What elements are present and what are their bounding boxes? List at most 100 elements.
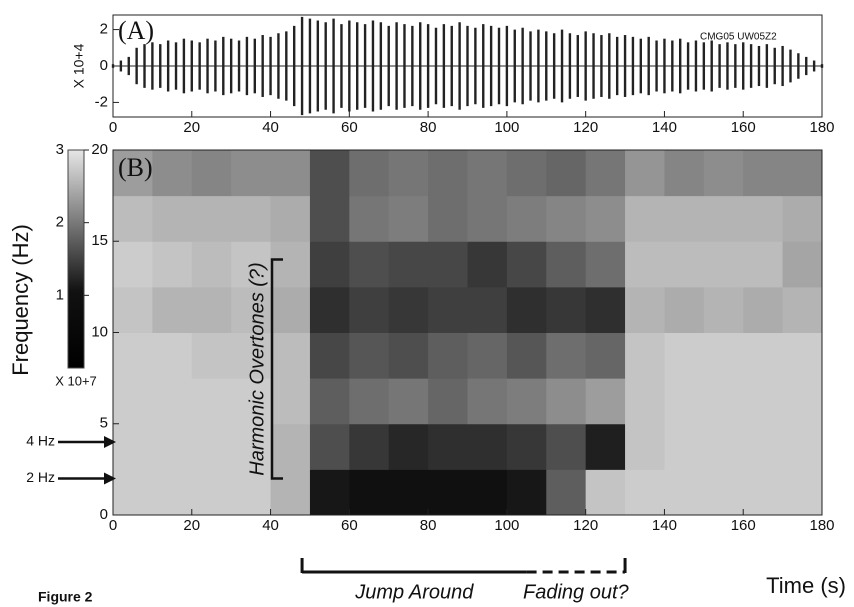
spectrogram-cell (428, 378, 468, 425)
spectrogram-cell (664, 332, 705, 379)
spectrogram-cell (703, 469, 744, 516)
spectrogram-cell (113, 241, 153, 288)
spectrogram-cell (782, 195, 823, 242)
spectrogram-cell (782, 378, 823, 425)
colorbar-tick-label: 1 (56, 286, 64, 303)
spectrogram-cell (625, 469, 665, 516)
spectrogram-cell (152, 150, 193, 197)
spectrogram-cell (585, 286, 626, 333)
spectrogram-cell (546, 378, 587, 425)
spectrogram-cell (546, 150, 587, 197)
spectrogram-cell (388, 195, 429, 242)
spectrogram-cell (388, 332, 429, 379)
x-tick-label: 180 (809, 517, 834, 534)
x-axis-label: Time (s) (766, 573, 846, 598)
y-axis-label: X 10+4 (71, 43, 87, 88)
colorbar-tick-label: 3 (56, 141, 64, 158)
spectrogram-cell (152, 378, 193, 425)
spectrogram-cell (349, 286, 390, 333)
spectrogram-cell (309, 195, 350, 242)
spectrogram-cell (152, 423, 193, 470)
spectrogram-cell (152, 195, 193, 242)
x-tick-label: 40 (262, 119, 279, 136)
spectrogram-cell (388, 150, 429, 197)
x-tick-label: 180 (809, 119, 834, 136)
x-tick-label: 20 (183, 119, 200, 136)
spectrogram-cell (349, 241, 390, 288)
station-label: CMG05 UW05Z2 (700, 32, 777, 43)
spectrogram-cell (585, 469, 626, 516)
spectrogram-cell (782, 286, 823, 333)
spectrogram-cell (349, 378, 390, 425)
spectrogram-cell (782, 469, 823, 516)
spectrogram-cell (743, 241, 784, 288)
spectrogram-cell (152, 286, 193, 333)
spectrogram-cell (585, 378, 626, 425)
arrow-head (104, 472, 116, 485)
spectrogram-cell (428, 195, 468, 242)
spectrogram-cell (625, 195, 665, 242)
spectrogram-cell (546, 332, 587, 379)
spectrogram-cell (467, 195, 508, 242)
spectrogram-cell (270, 378, 311, 425)
spectrogram-cell (309, 286, 350, 333)
spectrogram-cell (428, 469, 468, 516)
x-tick-label: 100 (494, 119, 519, 136)
spectrogram-cell (388, 423, 429, 470)
spectrogram-cell (152, 241, 193, 288)
spectrogram-cell (467, 378, 508, 425)
annotation: 2 Hz (26, 469, 55, 485)
spectrogram-cell (309, 150, 350, 197)
spectrogram-cell (703, 241, 744, 288)
spectrogram-cell (467, 332, 508, 379)
spectrogram-cell (625, 241, 665, 288)
spectrogram-cell (231, 332, 272, 379)
spectrogram-cell (625, 332, 665, 379)
spectrogram-cell (664, 286, 705, 333)
spectrogram-cell (270, 332, 311, 379)
figure-label: Figure 2 (38, 589, 93, 605)
spectrogram-cell (113, 286, 153, 333)
x-tick-label: 0 (109, 119, 117, 136)
x-tick-label: 40 (262, 517, 279, 534)
spectrogram-cell (703, 150, 744, 197)
spectrogram-cell (270, 469, 311, 516)
spectrogram-cell (309, 332, 350, 379)
panel-label: (A) (118, 16, 154, 45)
spectrogram-cell (467, 469, 508, 516)
spectrogram-cell (467, 241, 508, 288)
colorbar (67, 149, 85, 369)
spectrogram-cell (703, 195, 744, 242)
spectrogram-cell (703, 423, 744, 470)
y-tick-label: 10 (91, 323, 108, 340)
plot-layer (111, 16, 824, 516)
y-tick-label: 20 (91, 141, 108, 158)
spectrogram-cell (113, 195, 153, 242)
spectrogram-cell (585, 241, 626, 288)
spectrogram-cell (152, 469, 193, 516)
spectrogram-cell (113, 469, 153, 516)
x-tick-label: 60 (341, 119, 358, 136)
spectrogram-cell (703, 286, 744, 333)
spectrogram-cell (349, 423, 390, 470)
spectrogram-cell (113, 150, 153, 197)
spectrogram-cell (349, 150, 390, 197)
x-tick-label: 160 (731, 119, 756, 136)
spectrogram-cell (349, 469, 390, 516)
spectrogram-cell (113, 423, 153, 470)
annotation: Jump Around (354, 581, 474, 603)
spectrogram-cell (349, 332, 390, 379)
spectrogram-cell (546, 195, 587, 242)
spectrogram-cell (625, 423, 665, 470)
colorbar-label: X 10+7 (55, 373, 97, 388)
spectrogram-cell (428, 150, 468, 197)
spectrogram-cell (231, 241, 272, 288)
spectrogram-cell (467, 150, 508, 197)
spectrogram-cell (231, 286, 272, 333)
spectrogram-cell (743, 469, 784, 516)
spectrogram-cell (309, 378, 350, 425)
spectrogram-cell (506, 286, 547, 333)
spectrogram-cell (664, 423, 705, 470)
spectrogram-cell (664, 150, 705, 197)
x-tick-label: 140 (652, 119, 677, 136)
